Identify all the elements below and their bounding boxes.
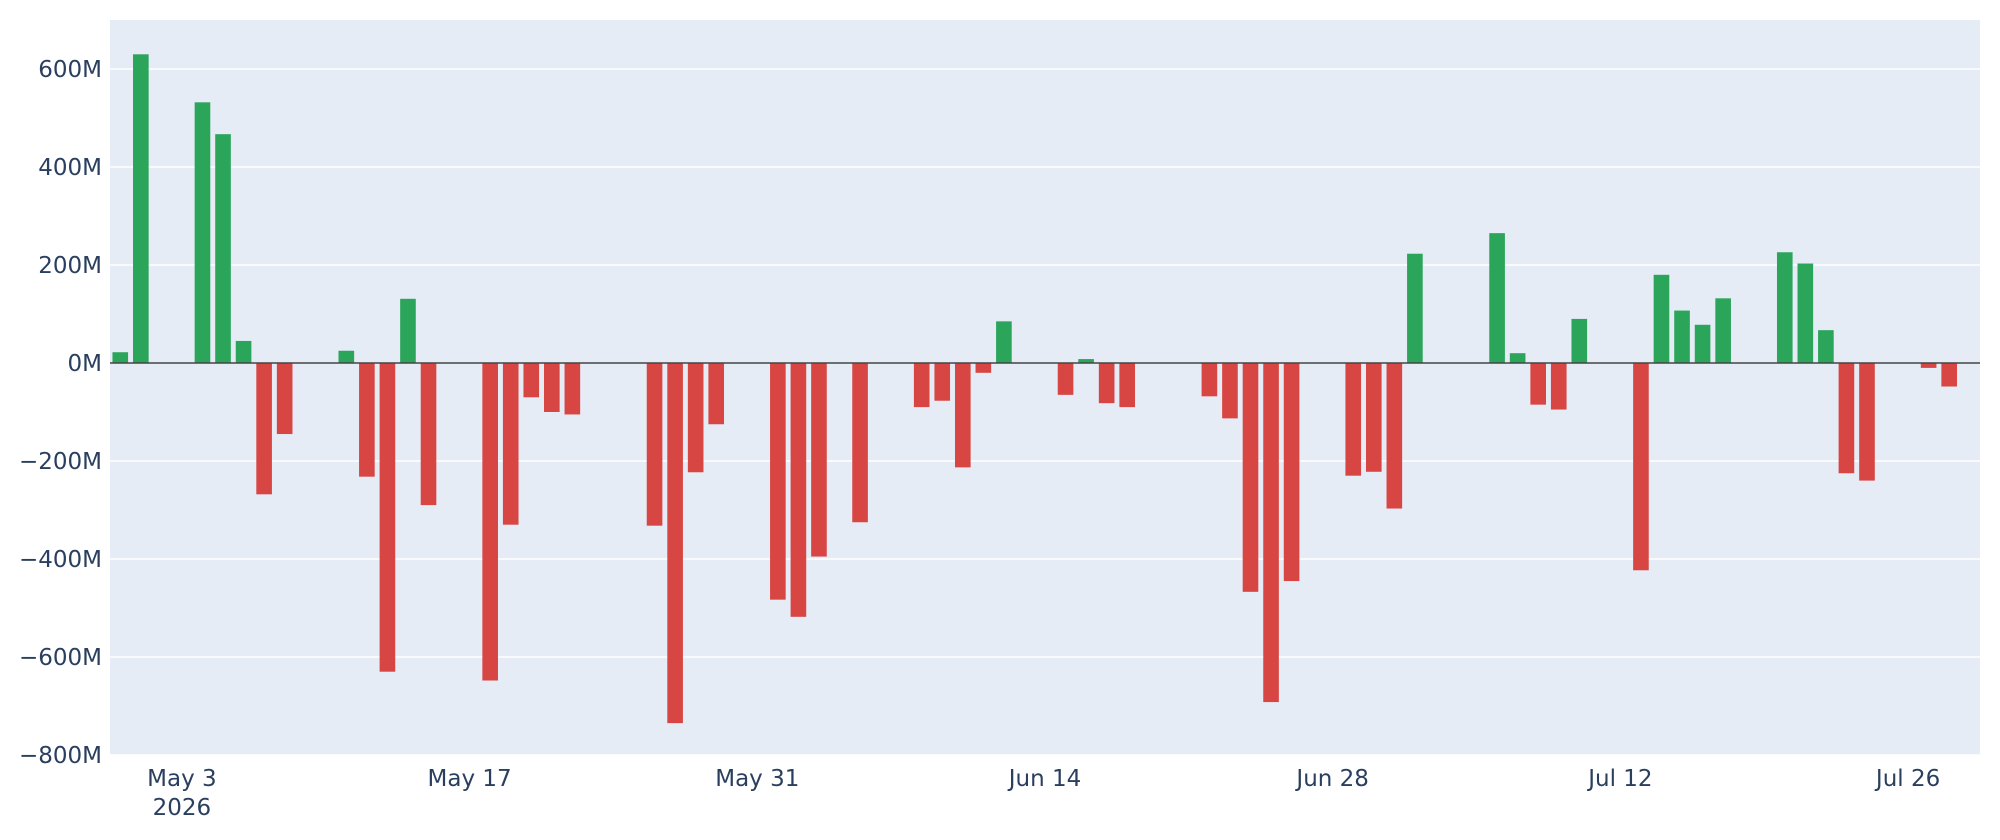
- bar: [1509, 353, 1526, 363]
- bar: [1242, 363, 1259, 592]
- y-axis-tick-labels: 600M 400M 200M 0M −200M −400M −600M −800M: [19, 57, 102, 769]
- x-tick-label: Jun 28: [1294, 766, 1369, 792]
- bar: [1633, 363, 1649, 571]
- bar: [482, 363, 498, 681]
- bar: [1283, 363, 1300, 582]
- bar: [544, 363, 560, 412]
- x-tick-label: May 31: [715, 766, 799, 792]
- x-tick-label: May 17: [428, 766, 512, 792]
- bar: [1530, 363, 1546, 405]
- x-tick-year-label: 2026: [153, 795, 212, 821]
- bar: [1365, 363, 1382, 472]
- bar: [194, 102, 211, 363]
- bar: [1715, 298, 1731, 363]
- bar: [400, 298, 416, 363]
- bar: [646, 363, 663, 526]
- bar: [235, 340, 252, 363]
- bar: [502, 363, 519, 525]
- bar: [1920, 363, 1937, 368]
- bar: [1263, 363, 1279, 703]
- bar: [420, 363, 437, 506]
- bars: [112, 54, 1957, 724]
- bar: [1386, 363, 1403, 509]
- bar: [1550, 363, 1567, 410]
- y-tick-label: 200M: [38, 253, 102, 279]
- x-tick-label: Jul 26: [1874, 766, 1940, 792]
- y-tick-label: 0M: [68, 351, 102, 377]
- bar: [1571, 318, 1588, 363]
- bar: [1818, 330, 1834, 363]
- bar: [790, 363, 807, 617]
- bar: [1078, 359, 1094, 363]
- bar: [954, 363, 971, 468]
- bar: [1407, 253, 1423, 363]
- bar: [913, 363, 930, 408]
- bar: [934, 363, 951, 401]
- bar: [811, 363, 827, 557]
- bar: [1119, 363, 1136, 408]
- y-tick-label: −400M: [19, 547, 102, 573]
- bar: [1838, 363, 1855, 474]
- bar: [112, 352, 129, 363]
- bar: [523, 363, 540, 398]
- bar: [996, 321, 1012, 363]
- bar: [215, 134, 231, 363]
- x-tick-label: Jul 12: [1586, 766, 1652, 792]
- bar: [1941, 363, 1957, 387]
- bar: [770, 363, 786, 600]
- bar: [1859, 363, 1875, 481]
- y-tick-label: −800M: [19, 743, 102, 769]
- x-axis-tick-labels: May 3 2026 May 17 May 31 Jun 14 Jun 28 Jul 12 J…: [147, 766, 1940, 821]
- bar: [276, 363, 293, 435]
- bar: [1797, 263, 1814, 363]
- bar: [852, 363, 868, 523]
- bar: [256, 363, 272, 495]
- bar: [1201, 363, 1218, 397]
- bar: [1222, 363, 1238, 419]
- bar: [667, 363, 683, 724]
- bar: [1694, 324, 1711, 363]
- bar: [687, 363, 704, 473]
- bar: [1653, 274, 1670, 363]
- bar: [1674, 310, 1690, 363]
- x-tick-label: May 3: [147, 766, 217, 792]
- y-tick-label: −600M: [19, 645, 102, 671]
- x-tick-label: Jun 14: [1007, 766, 1082, 792]
- bar: [1776, 252, 1793, 363]
- y-tick-label: 600M: [38, 57, 102, 83]
- bar: [708, 363, 725, 425]
- bar: [1057, 363, 1074, 395]
- bar: [1489, 233, 1505, 363]
- bar: [1098, 363, 1115, 404]
- bar: [1345, 363, 1362, 476]
- y-tick-label: −200M: [19, 449, 102, 475]
- bar: [379, 363, 396, 672]
- bar: [564, 363, 581, 415]
- bar: [338, 350, 355, 363]
- y-tick-label: 400M: [38, 155, 102, 181]
- bar: [359, 363, 375, 477]
- bar: [133, 54, 149, 364]
- bar: [975, 363, 992, 373]
